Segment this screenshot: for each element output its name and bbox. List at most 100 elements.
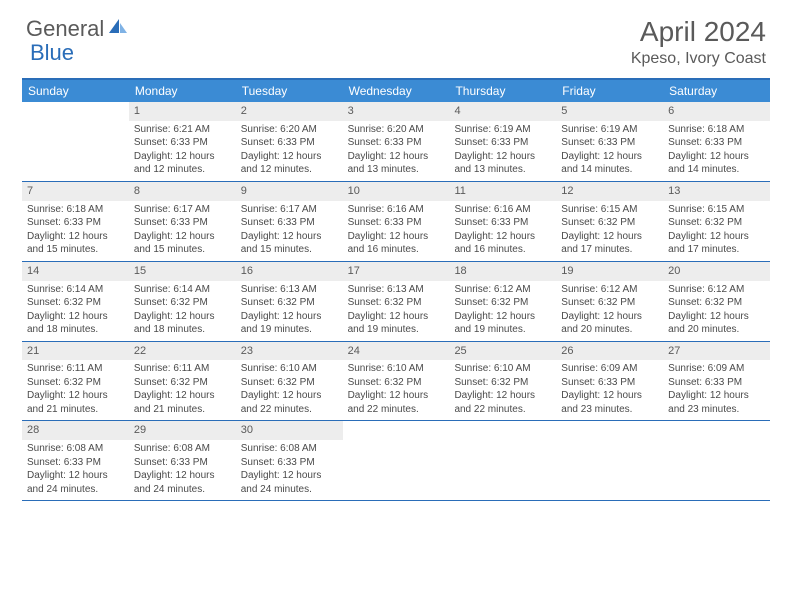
day-line-ss: Sunset: 6:33 PM: [348, 136, 445, 150]
day-line-d2: and 22 minutes.: [454, 403, 551, 417]
day-line-ss: Sunset: 6:33 PM: [561, 136, 658, 150]
day-line-sr: Sunrise: 6:12 AM: [561, 283, 658, 297]
weekday-header: Tuesday: [236, 80, 343, 102]
day-body: Sunrise: 6:21 AMSunset: 6:33 PMDaylight:…: [129, 121, 236, 181]
day-cell: 6Sunrise: 6:18 AMSunset: 6:33 PMDaylight…: [663, 102, 770, 181]
day-line-ss: Sunset: 6:32 PM: [241, 376, 338, 390]
weekday-header: Saturday: [663, 80, 770, 102]
day-line-d2: and 14 minutes.: [561, 163, 658, 177]
day-line-d1: Daylight: 12 hours: [134, 469, 231, 483]
day-body: Sunrise: 6:18 AMSunset: 6:33 PMDaylight:…: [22, 201, 129, 261]
logo-text-general: General: [26, 16, 104, 42]
day-body: Sunrise: 6:16 AMSunset: 6:33 PMDaylight:…: [343, 201, 450, 261]
day-line-ss: Sunset: 6:32 PM: [454, 376, 551, 390]
day-number: 8: [129, 182, 236, 201]
day-number: 12: [556, 182, 663, 201]
day-number: 29: [129, 421, 236, 440]
day-line-d2: and 15 minutes.: [241, 243, 338, 257]
day-line-d1: Daylight: 12 hours: [668, 310, 765, 324]
day-line-sr: Sunrise: 6:13 AM: [348, 283, 445, 297]
day-cell: 16Sunrise: 6:13 AMSunset: 6:32 PMDayligh…: [236, 262, 343, 341]
day-number: 22: [129, 342, 236, 361]
day-number: 6: [663, 102, 770, 121]
day-body: Sunrise: 6:08 AMSunset: 6:33 PMDaylight:…: [236, 440, 343, 500]
day-line-d2: and 19 minutes.: [454, 323, 551, 337]
day-cell: 29Sunrise: 6:08 AMSunset: 6:33 PMDayligh…: [129, 421, 236, 500]
day-cell: 9Sunrise: 6:17 AMSunset: 6:33 PMDaylight…: [236, 182, 343, 261]
day-line-d1: Daylight: 12 hours: [134, 150, 231, 164]
day-body: Sunrise: 6:13 AMSunset: 6:32 PMDaylight:…: [236, 281, 343, 341]
day-cell: 27Sunrise: 6:09 AMSunset: 6:33 PMDayligh…: [663, 342, 770, 421]
day-cell: 10Sunrise: 6:16 AMSunset: 6:33 PMDayligh…: [343, 182, 450, 261]
day-line-d2: and 12 minutes.: [241, 163, 338, 177]
day-number: 28: [22, 421, 129, 440]
day-line-d2: and 13 minutes.: [348, 163, 445, 177]
weekday-header: Wednesday: [343, 80, 450, 102]
logo-sail-icon: [108, 18, 128, 41]
day-line-sr: Sunrise: 6:09 AM: [561, 362, 658, 376]
day-number: 1: [129, 102, 236, 121]
day-line-d2: and 19 minutes.: [241, 323, 338, 337]
day-body: Sunrise: 6:14 AMSunset: 6:32 PMDaylight:…: [129, 281, 236, 341]
day-cell: 3Sunrise: 6:20 AMSunset: 6:33 PMDaylight…: [343, 102, 450, 181]
day-line-ss: Sunset: 6:32 PM: [27, 376, 124, 390]
day-line-d2: and 24 minutes.: [27, 483, 124, 497]
day-line-sr: Sunrise: 6:10 AM: [348, 362, 445, 376]
day-line-sr: Sunrise: 6:14 AM: [27, 283, 124, 297]
day-body: Sunrise: 6:11 AMSunset: 6:32 PMDaylight:…: [22, 360, 129, 420]
day-line-d2: and 21 minutes.: [134, 403, 231, 417]
day-line-sr: Sunrise: 6:09 AM: [668, 362, 765, 376]
day-cell: 12Sunrise: 6:15 AMSunset: 6:32 PMDayligh…: [556, 182, 663, 261]
day-line-d1: Daylight: 12 hours: [454, 310, 551, 324]
day-line-sr: Sunrise: 6:15 AM: [668, 203, 765, 217]
week-row: 1Sunrise: 6:21 AMSunset: 6:33 PMDaylight…: [22, 102, 770, 182]
day-line-ss: Sunset: 6:33 PM: [454, 216, 551, 230]
day-number: 7: [22, 182, 129, 201]
day-number: 5: [556, 102, 663, 121]
weekday-header: Thursday: [449, 80, 556, 102]
weeks-container: 1Sunrise: 6:21 AMSunset: 6:33 PMDaylight…: [22, 102, 770, 501]
day-line-d1: Daylight: 12 hours: [561, 310, 658, 324]
day-number: 9: [236, 182, 343, 201]
day-body: Sunrise: 6:20 AMSunset: 6:33 PMDaylight:…: [343, 121, 450, 181]
day-line-d1: Daylight: 12 hours: [241, 469, 338, 483]
day-line-sr: Sunrise: 6:16 AM: [454, 203, 551, 217]
day-cell: 5Sunrise: 6:19 AMSunset: 6:33 PMDaylight…: [556, 102, 663, 181]
day-number: 19: [556, 262, 663, 281]
day-number: 14: [22, 262, 129, 281]
day-body: Sunrise: 6:12 AMSunset: 6:32 PMDaylight:…: [449, 281, 556, 341]
day-body: Sunrise: 6:14 AMSunset: 6:32 PMDaylight:…: [22, 281, 129, 341]
day-line-ss: Sunset: 6:32 PM: [668, 216, 765, 230]
day-line-sr: Sunrise: 6:21 AM: [134, 123, 231, 137]
day-cell: 4Sunrise: 6:19 AMSunset: 6:33 PMDaylight…: [449, 102, 556, 181]
day-body: Sunrise: 6:16 AMSunset: 6:33 PMDaylight:…: [449, 201, 556, 261]
day-line-d1: Daylight: 12 hours: [134, 389, 231, 403]
day-number: 16: [236, 262, 343, 281]
day-line-d1: Daylight: 12 hours: [241, 389, 338, 403]
day-line-d1: Daylight: 12 hours: [454, 230, 551, 244]
weekday-header: Monday: [129, 80, 236, 102]
day-cell: 8Sunrise: 6:17 AMSunset: 6:33 PMDaylight…: [129, 182, 236, 261]
day-line-sr: Sunrise: 6:19 AM: [454, 123, 551, 137]
day-line-d1: Daylight: 12 hours: [134, 310, 231, 324]
day-number: 24: [343, 342, 450, 361]
day-cell: [343, 421, 450, 500]
day-line-d2: and 16 minutes.: [454, 243, 551, 257]
day-line-d2: and 24 minutes.: [134, 483, 231, 497]
day-number: 11: [449, 182, 556, 201]
day-body: Sunrise: 6:17 AMSunset: 6:33 PMDaylight:…: [129, 201, 236, 261]
day-line-d1: Daylight: 12 hours: [668, 230, 765, 244]
day-body: Sunrise: 6:09 AMSunset: 6:33 PMDaylight:…: [663, 360, 770, 420]
day-line-d1: Daylight: 12 hours: [561, 389, 658, 403]
day-number: 15: [129, 262, 236, 281]
day-body: Sunrise: 6:08 AMSunset: 6:33 PMDaylight:…: [129, 440, 236, 500]
day-line-d1: Daylight: 12 hours: [348, 230, 445, 244]
day-line-ss: Sunset: 6:33 PM: [241, 216, 338, 230]
header: General April 2024 Kpeso, Ivory Coast: [0, 0, 792, 74]
week-row: 28Sunrise: 6:08 AMSunset: 6:33 PMDayligh…: [22, 421, 770, 501]
day-body: Sunrise: 6:17 AMSunset: 6:33 PMDaylight:…: [236, 201, 343, 261]
day-line-d1: Daylight: 12 hours: [348, 310, 445, 324]
day-cell: [22, 102, 129, 181]
day-line-ss: Sunset: 6:33 PM: [241, 136, 338, 150]
weekday-header: Sunday: [22, 80, 129, 102]
